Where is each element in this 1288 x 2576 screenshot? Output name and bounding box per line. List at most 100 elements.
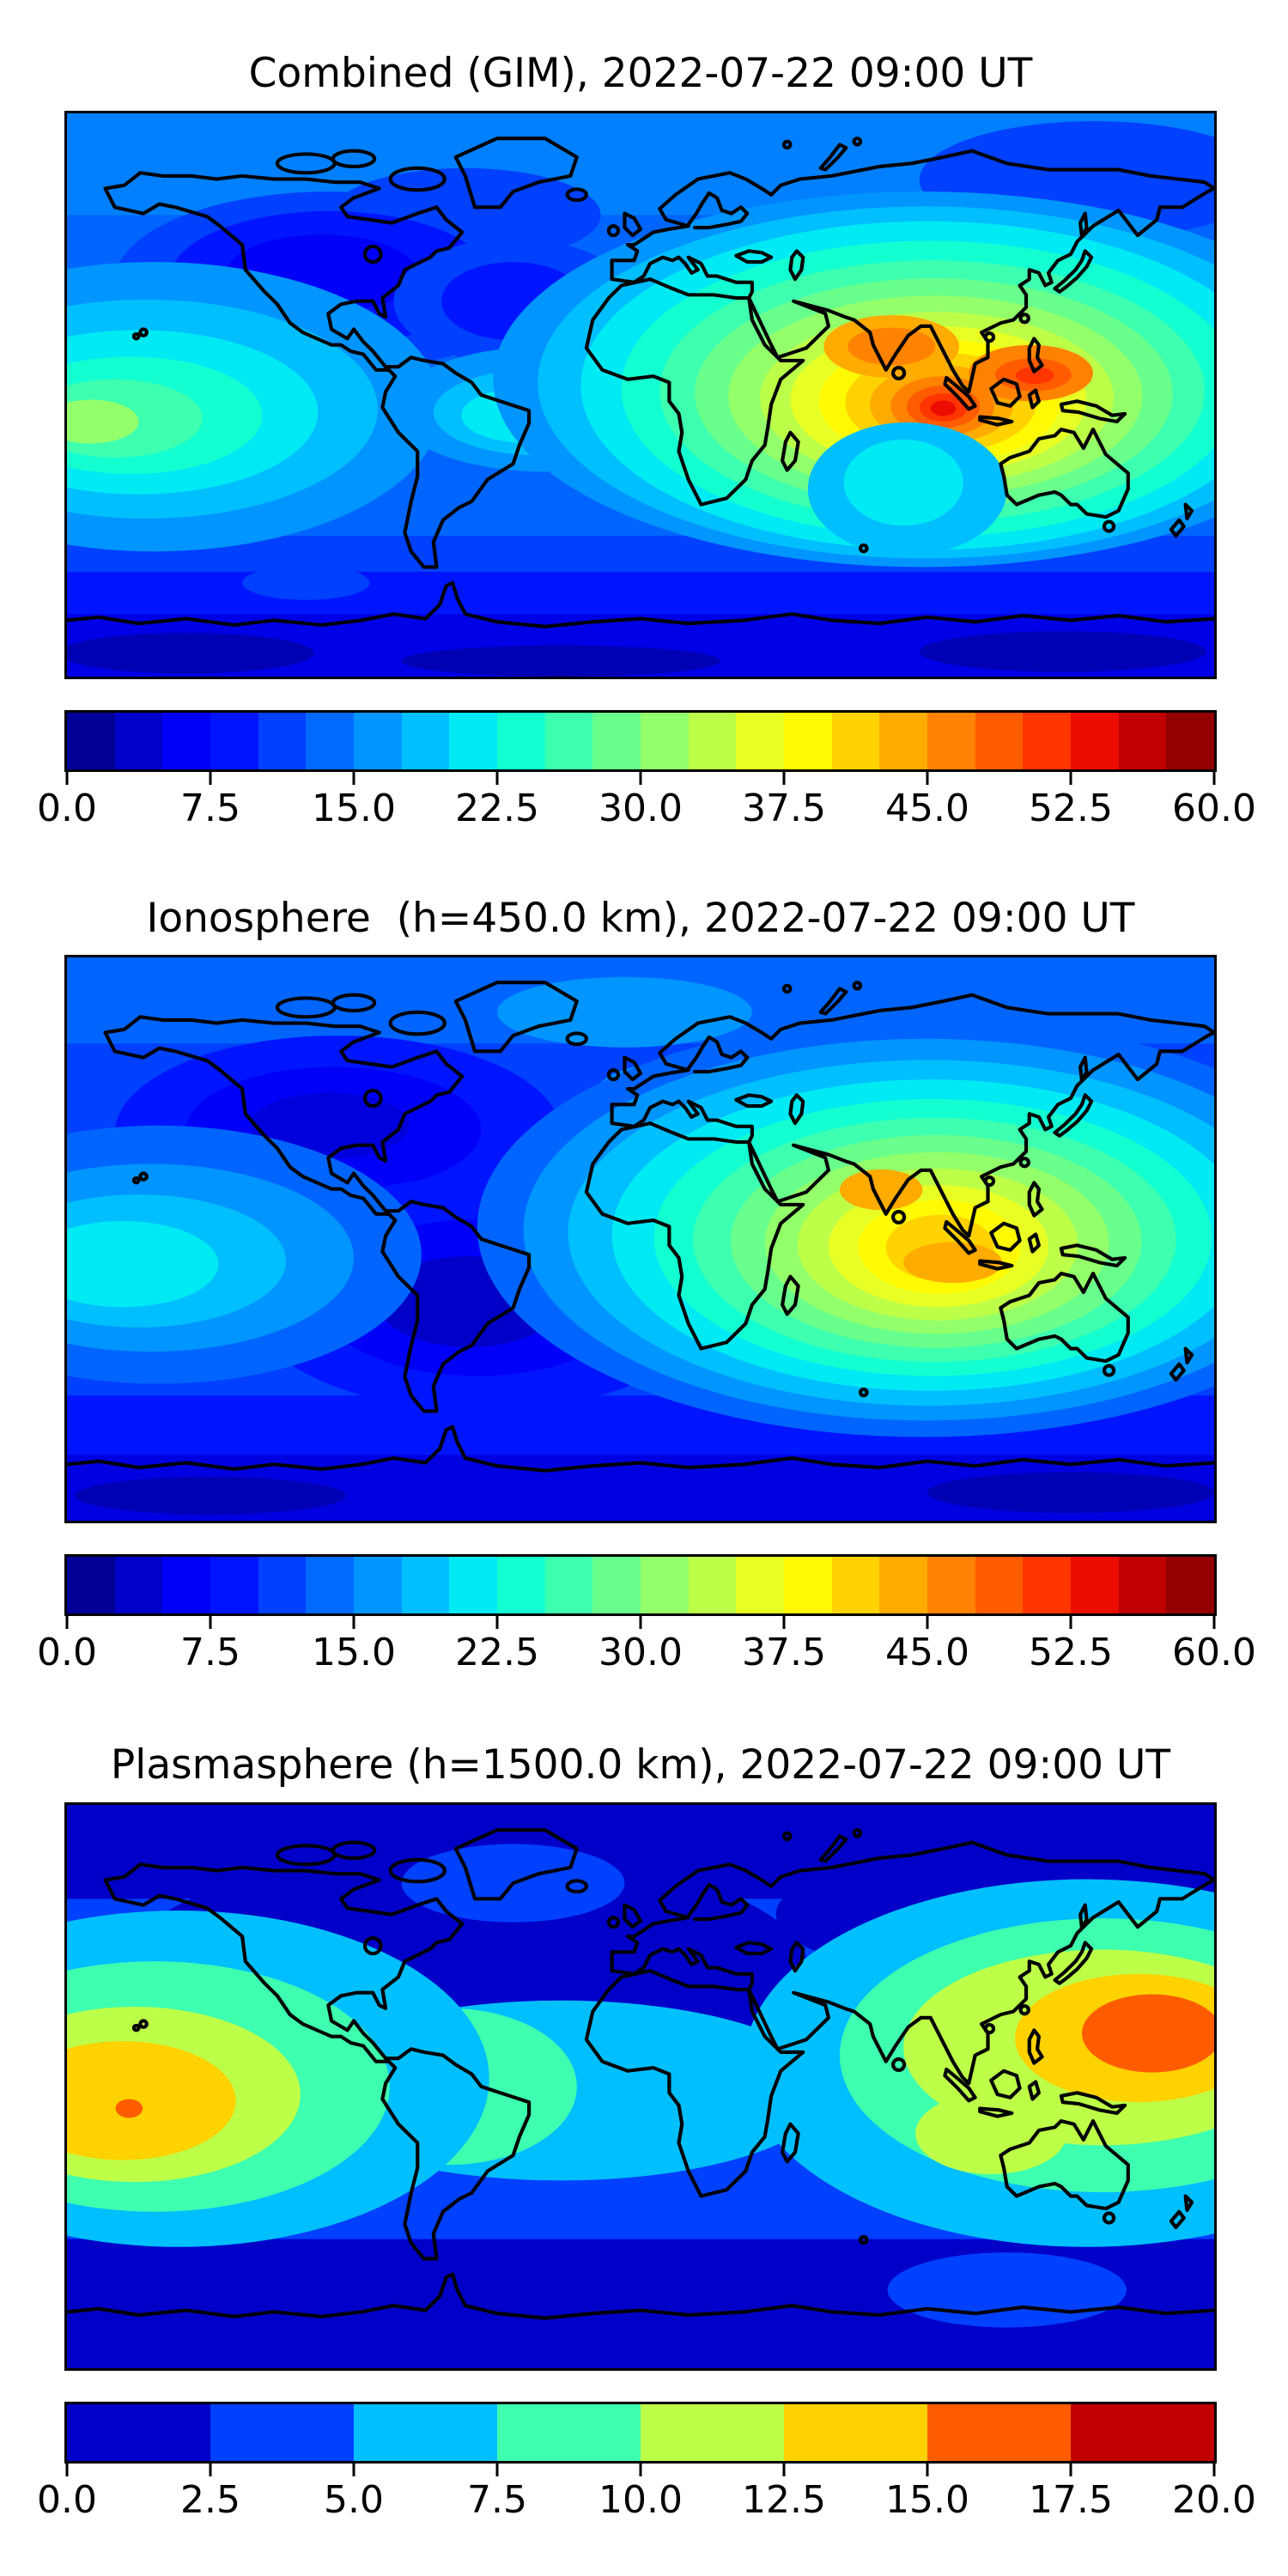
colorbar-segment [1071,713,1119,769]
colorbar-combined [64,710,1217,772]
colorbar-segment [497,1557,545,1613]
colorbar-segment [1118,713,1167,769]
colorbar-segment [258,713,307,769]
colorbar-strip [67,1557,1215,1613]
colorbar-tick-mark [209,1616,212,1629]
colorbar-segment [162,713,211,769]
colorbar-segment [449,1557,498,1613]
colorbar-tick-label: 12.5 [742,2478,826,2522]
colorbar-tick-label: 17.5 [1029,2478,1113,2522]
colorbar-tick-label: 0.0 [37,787,97,830]
colorbar-ionosphere [64,1554,1217,1616]
colorbar-segment [258,1557,307,1613]
colorbar-tick-label: 15.0 [312,1631,396,1674]
colorbar-segment [641,2404,784,2461]
colorbar-labels: 0.0 2.5 5.0 7.5 10.0 12.5 15.0 17.5 20.0 [37,2478,1256,2526]
colorbar-tick-mark [495,1616,499,1629]
world-map-plasmasphere [67,1805,1214,2368]
colorbar-segment [592,713,641,769]
colorbar-tick-label: 0.0 [37,1631,97,1674]
colorbar-segment [688,1557,737,1613]
colorbar-segment [67,713,115,769]
colorbar-segment [1118,1557,1167,1613]
map-ionosphere-frame [64,955,1217,1523]
colorbar-tick-mark [926,2464,929,2476]
contour-field-plasmasphere [67,1805,1214,2368]
colorbar-segment [449,713,498,769]
colorbar-segment [641,713,689,769]
contour-field-ionosphere [67,957,1214,1521]
colorbar-segment [927,1557,975,1613]
colorbar-tick-label: 45.0 [885,787,969,830]
colorbar-segment [592,1557,641,1613]
colorbar-segment [927,713,975,769]
colorbar-segment [1071,2404,1214,2461]
colorbar-segment [497,713,545,769]
colorbar-tick-label: 2.5 [180,2478,240,2522]
colorbar-tick-mark [1212,2464,1216,2476]
colorbar-tick-label: 5.0 [324,2478,384,2522]
colorbar-segment [784,713,832,769]
colorbar-strip [67,713,1215,769]
colorbar-segment [306,1557,355,1613]
colorbar-tick-mark [495,2464,499,2476]
colorbar-tick-mark [65,1616,69,1629]
colorbar-tick-mark [352,1616,355,1629]
map-plasmasphere-frame [64,1802,1217,2371]
colorbar-tick-mark [65,2464,69,2476]
colorbar-segment [354,1557,402,1613]
colorbar-tick-label: 30.0 [598,1631,683,1674]
colorbar-tick-label: 60.0 [1172,787,1256,830]
world-map-ionosphere [67,957,1214,1521]
colorbar-tick-mark [352,2464,355,2476]
colorbar-segment [784,2404,927,2461]
colorbar-segment [401,1557,450,1613]
colorbar-segment [736,713,785,769]
colorbar-tickmarks [65,1616,1216,1629]
colorbar-tick-label: 15.0 [312,787,396,830]
colorbar-tick-label: 7.5 [467,2478,527,2522]
colorbar-labels: 0.0 7.5 15.0 22.5 30.0 37.5 45.0 52.5 60.0 [37,787,1256,835]
colorbar-segment [641,1557,689,1613]
colorbar-segment [879,713,928,769]
map-combined-frame [64,111,1217,679]
colorbar-segment [1023,1557,1072,1613]
contour-field-combined [67,113,1214,677]
colorbar-segment [210,713,258,769]
colorbar-segment [114,713,163,769]
colorbar-segment [354,2404,497,2461]
colorbar-tick-mark [782,772,786,785]
colorbar-tick-mark [1069,1616,1072,1629]
colorbar-tickmarks [65,772,1216,785]
colorbar-tick-label: 37.5 [742,787,826,830]
panel-title: Ionosphere (h=450.0 km), 2022-07-22 09:0… [146,895,1135,942]
colorbar-segment [67,1557,115,1613]
colorbar-segment [401,713,450,769]
panel-title: Combined (GIM), 2022-07-22 09:00 UT [248,50,1033,97]
colorbar-tick-label: 45.0 [885,1631,969,1674]
colorbar-strip [67,2404,1214,2461]
colorbar-segment [67,2404,210,2461]
colorbar-segment [1166,1557,1215,1613]
colorbar-tickmarks [65,2464,1216,2476]
colorbar-segment [544,713,593,769]
colorbar-tick-mark [1069,2464,1072,2476]
colorbar-tick-label: 22.5 [455,787,539,830]
colorbar-tick-mark [926,1616,929,1629]
colorbar-tick-mark [639,2464,642,2476]
colorbar-tick-mark [926,772,929,785]
colorbar-segment [975,713,1024,769]
colorbar-tick-label: 37.5 [742,1631,826,1674]
colorbar-segment [879,1557,928,1613]
colorbar-segment [210,2404,354,2461]
colorbar-tick-label: 60.0 [1172,1631,1256,1674]
colorbar-segment [544,1557,593,1613]
colorbar-segment [114,1557,163,1613]
colorbar-segment [736,1557,785,1613]
colorbar-labels: 0.0 7.5 15.0 22.5 30.0 37.5 45.0 52.5 60.0 [37,1631,1256,1679]
colorbar-tick-label: 10.0 [598,2478,683,2522]
colorbar-segment [306,713,355,769]
panel-title: Plasmasphere (h=1500.0 km), 2022-07-22 0… [110,1741,1171,1789]
colorbar-segment [354,713,402,769]
colorbar-tick-mark [782,2464,786,2476]
